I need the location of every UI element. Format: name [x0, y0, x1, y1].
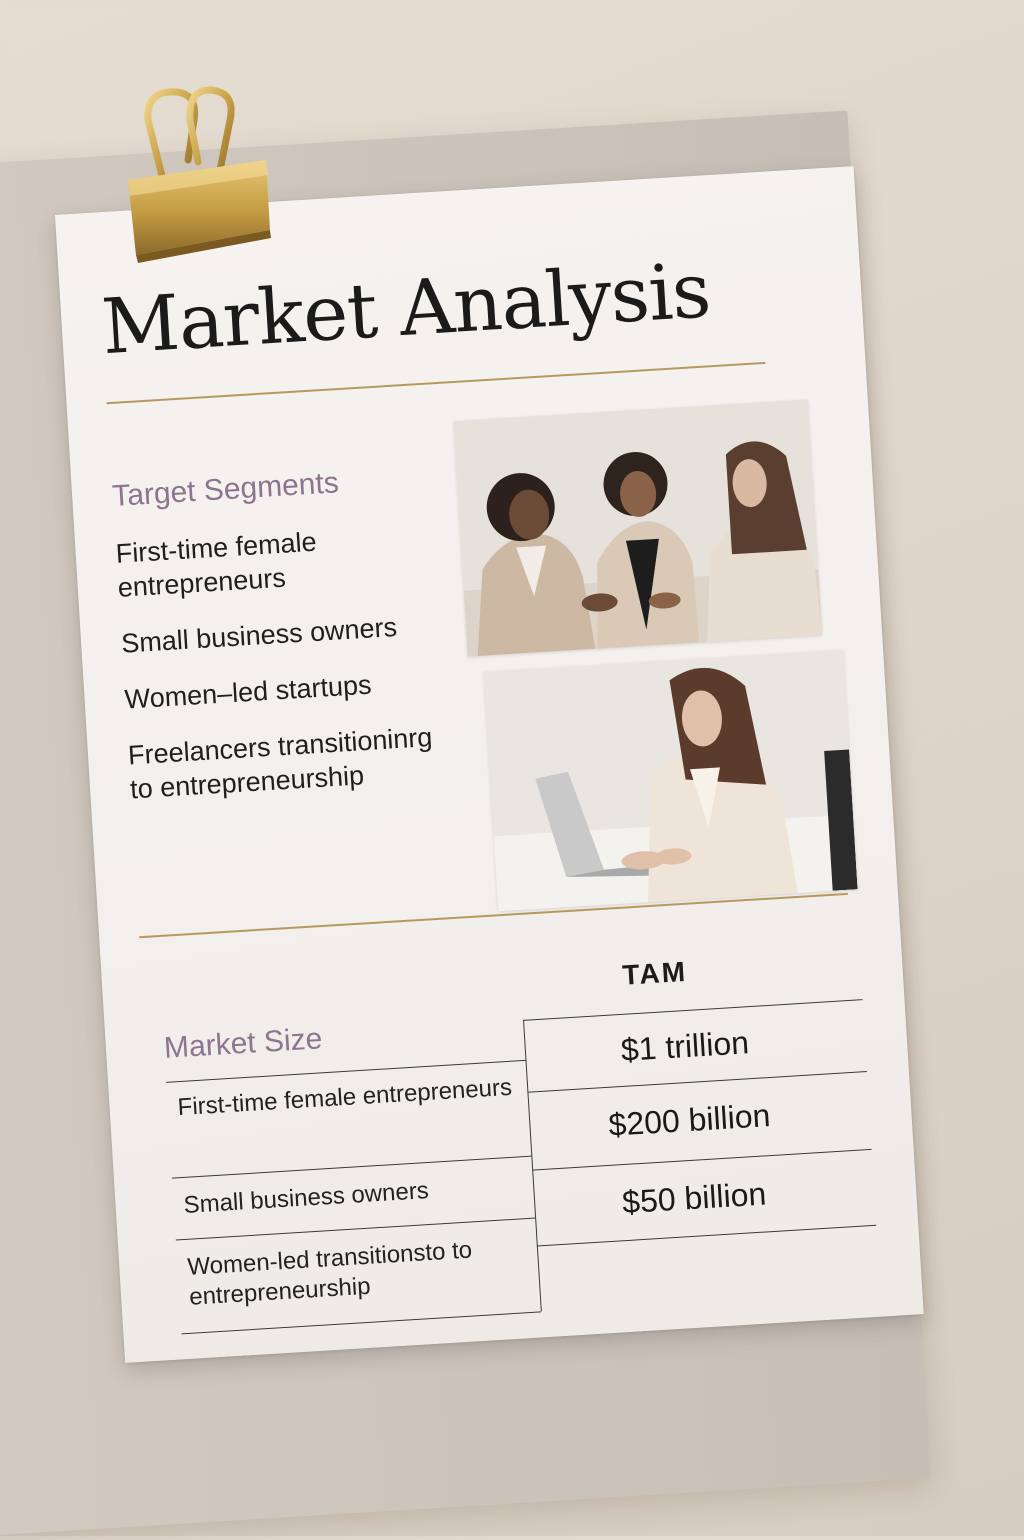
market-row-segment: Small business owners [183, 1170, 524, 1221]
table-rule [523, 999, 862, 1021]
binder-clip-icon [118, 80, 278, 270]
market-row-tam: $200 billion [529, 1092, 851, 1148]
title-divider [107, 362, 766, 404]
market-size-heading: Market Size [163, 1022, 323, 1066]
team-meeting-photo [453, 399, 822, 656]
table-rule [532, 1149, 871, 1171]
table-rule [537, 1225, 876, 1247]
segment-item: Women–led startups [124, 663, 455, 717]
target-segments-list: First-time female entrepreneurs Small bu… [115, 517, 462, 829]
woman-laptop-photo [484, 650, 858, 912]
market-row-segment: First-time female entrepreneurs [177, 1072, 518, 1123]
tam-column-header: TAM [622, 956, 688, 992]
market-row-segment: Women-led transitionsto to entrepreneurs… [187, 1232, 530, 1313]
target-segments-heading: Target Segments [111, 466, 339, 514]
segment-item: Small business owners [120, 607, 451, 661]
segment-item: Freelancers transitioninrg to entreprene… [127, 718, 461, 806]
section-divider [139, 893, 848, 938]
table-rule [527, 1071, 866, 1093]
market-row-tam: $1 trillion [524, 1018, 846, 1074]
document-sheet: Market Analysis Target Segments First-ti… [55, 166, 924, 1363]
market-row-tam: $50 billion [533, 1170, 855, 1226]
table-rule [182, 1311, 541, 1334]
segment-item: First-time female entrepreneurs [115, 517, 449, 605]
